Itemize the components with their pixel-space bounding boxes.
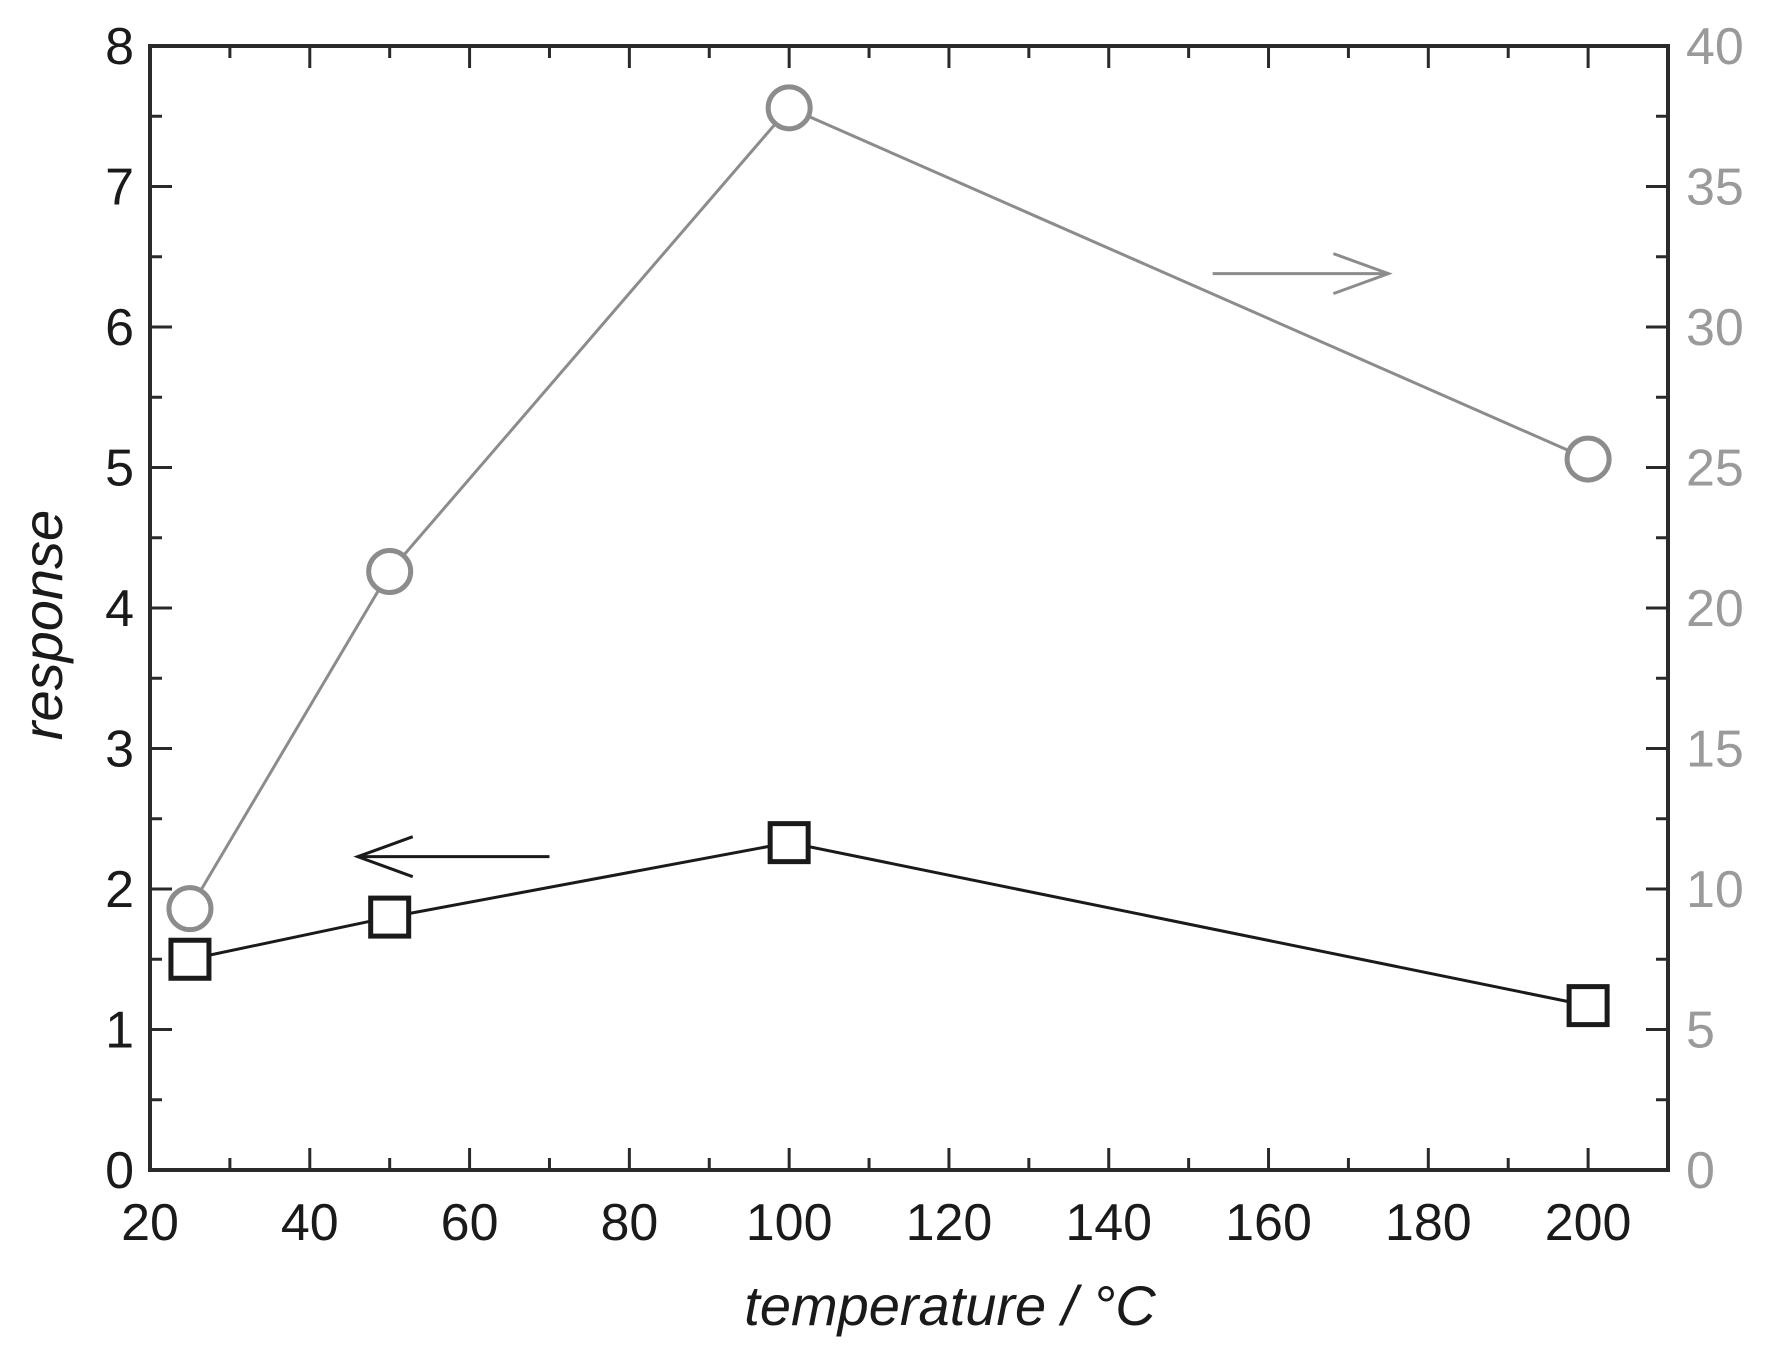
x-tick-label: 200: [1545, 1194, 1632, 1252]
y2-tick-label: 35: [1686, 159, 1744, 217]
series-2-point: [166, 885, 214, 933]
series-2-point: [765, 84, 813, 132]
y-tick-label: 6: [105, 299, 134, 357]
series-2-line: [188, 106, 1589, 910]
left-axis-arrow-head: [353, 835, 414, 879]
x-tick-label: 60: [441, 1194, 499, 1252]
y-tick-label: 0: [105, 1142, 134, 1200]
x-tick-label: 80: [600, 1194, 658, 1252]
y2-tick-label: 5: [1686, 1002, 1715, 1060]
y-tick-label: 2: [105, 861, 134, 919]
right-axis-arrow-head: [1332, 252, 1393, 296]
y-axis-title: response: [11, 510, 74, 740]
series-1-line: [189, 841, 1589, 1008]
y2-tick-label: 10: [1686, 861, 1744, 919]
x-tick-label: 100: [746, 1194, 833, 1252]
x-axis-title: temperature / °C: [744, 1274, 1156, 1337]
x-tick-label: 40: [281, 1194, 339, 1252]
y2-tick-label: 40: [1686, 18, 1744, 76]
y-tick-label: 3: [105, 721, 134, 779]
y-tick-label: 5: [105, 440, 134, 498]
series-2-point: [1564, 435, 1612, 483]
plot-area: 20 40 60 80 100 120 140 160 180 20001234567805101…: [105, 18, 1744, 1252]
x-tick-label: 120: [906, 1194, 993, 1252]
series-1-point: [1566, 984, 1610, 1028]
y-tick-label: 4: [105, 580, 134, 638]
x-tick-label: 140: [1065, 1194, 1152, 1252]
series-2-point: [366, 547, 414, 595]
x-tick-label: 160: [1225, 1194, 1312, 1252]
x-tick-label: 20: [121, 1194, 179, 1252]
y2-tick-label: 0: [1686, 1142, 1715, 1200]
series-1-point: [368, 895, 412, 939]
series-1-point: [168, 937, 212, 981]
y-tick-label: 7: [105, 159, 134, 217]
y2-tick-label: 30: [1686, 299, 1744, 357]
y2-tick-label: 20: [1686, 580, 1744, 638]
y2-tick-label: 15: [1686, 721, 1744, 779]
x-tick-label: 180: [1385, 1194, 1472, 1252]
y2-tick-label: 25: [1686, 440, 1744, 498]
y-tick-label: 1: [105, 1002, 134, 1060]
series-1-point: [767, 821, 811, 865]
y-tick-label: 8: [105, 18, 134, 76]
